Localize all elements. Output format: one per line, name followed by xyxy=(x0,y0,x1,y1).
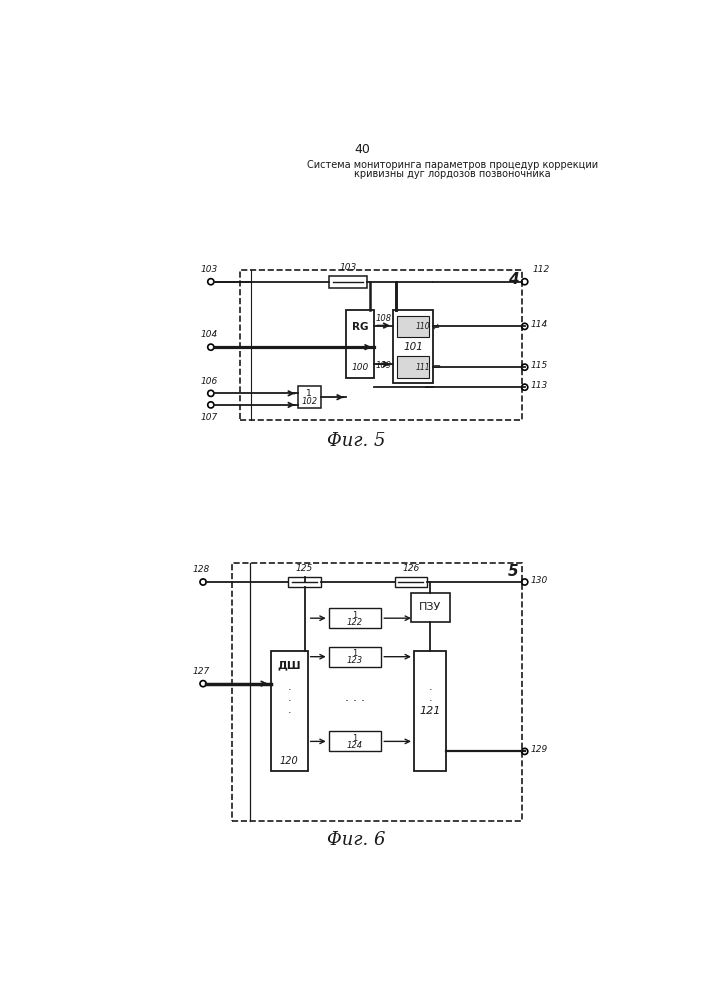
Text: 122: 122 xyxy=(347,618,363,627)
Text: 120: 120 xyxy=(280,756,298,766)
Text: 40: 40 xyxy=(354,143,370,156)
Bar xyxy=(397,356,429,378)
Text: 112: 112 xyxy=(532,265,550,274)
Text: 126: 126 xyxy=(402,564,419,573)
Text: 108: 108 xyxy=(376,314,392,323)
Text: ≠: ≠ xyxy=(433,321,440,331)
Text: 127: 127 xyxy=(193,667,210,676)
Text: =: = xyxy=(433,362,440,372)
Text: 1: 1 xyxy=(352,611,358,620)
Text: 103: 103 xyxy=(201,265,218,274)
Bar xyxy=(346,310,374,378)
Text: кривизны дуг лордозов позвоночника: кривизны дуг лордозов позвоночника xyxy=(354,169,551,179)
Text: 125: 125 xyxy=(296,564,313,573)
Text: 110: 110 xyxy=(416,322,431,331)
Text: 115: 115 xyxy=(531,361,548,370)
Text: 102: 102 xyxy=(301,397,317,406)
Text: 113: 113 xyxy=(531,381,548,390)
Text: ДШ: ДШ xyxy=(277,660,301,670)
Text: 103: 103 xyxy=(339,263,356,272)
Text: 123: 123 xyxy=(347,656,363,665)
Text: ·
·
·: · · · xyxy=(287,685,291,718)
Bar xyxy=(395,577,427,587)
Bar xyxy=(393,310,433,383)
Text: 109: 109 xyxy=(376,361,392,370)
Text: 1: 1 xyxy=(352,734,358,743)
Bar xyxy=(329,608,381,628)
Text: 5: 5 xyxy=(508,564,518,579)
Bar xyxy=(271,651,308,771)
Text: ПЗУ: ПЗУ xyxy=(419,602,441,612)
Text: 121: 121 xyxy=(419,706,441,716)
Text: 4: 4 xyxy=(508,272,518,287)
Bar xyxy=(288,577,321,587)
Text: Φиг. 5: Φиг. 5 xyxy=(327,432,385,450)
Text: 114: 114 xyxy=(531,320,548,329)
Text: · · ·: · · · xyxy=(345,695,365,708)
Bar xyxy=(329,276,368,288)
Text: 104: 104 xyxy=(201,330,218,339)
Bar xyxy=(414,651,446,771)
Bar xyxy=(411,593,450,622)
Text: Φиг. 6: Φиг. 6 xyxy=(327,831,385,849)
Text: 111: 111 xyxy=(416,363,431,372)
Bar xyxy=(329,647,381,667)
Text: 101: 101 xyxy=(403,342,423,352)
Text: 129: 129 xyxy=(531,745,548,754)
Text: 107: 107 xyxy=(201,413,218,422)
Text: RG: RG xyxy=(352,322,368,332)
Text: 124: 124 xyxy=(347,741,363,750)
Text: 1: 1 xyxy=(352,649,358,658)
Text: 130: 130 xyxy=(531,576,548,585)
Text: 128: 128 xyxy=(193,565,210,574)
Bar xyxy=(329,731,381,751)
Text: 100: 100 xyxy=(352,363,369,372)
Bar xyxy=(397,316,429,337)
Text: ·
·
·: · · · xyxy=(428,685,432,718)
Bar xyxy=(298,386,321,408)
Text: Система мониторинга параметров процедур коррекции: Система мониторинга параметров процедур … xyxy=(307,160,598,170)
Text: 1: 1 xyxy=(306,389,312,398)
Text: 106: 106 xyxy=(201,377,218,386)
